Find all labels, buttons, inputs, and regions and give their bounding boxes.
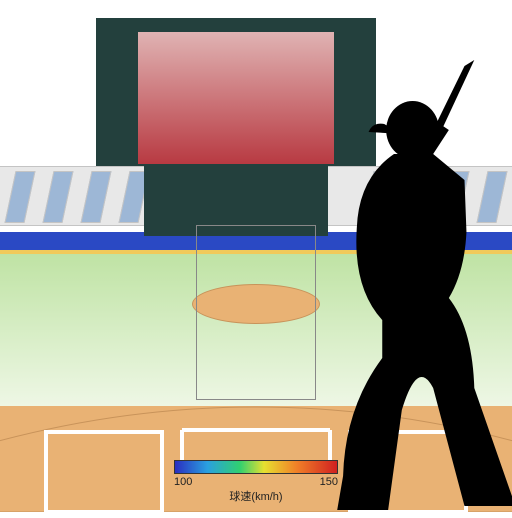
strike-zone xyxy=(196,225,316,400)
speed-colorbar xyxy=(174,460,338,474)
pitch-location-scene: 100 150 球速(km/h) xyxy=(0,0,512,512)
speed-ticks: 100 150 xyxy=(174,476,338,488)
speed-legend: 100 150 球速(km/h) xyxy=(174,460,338,504)
speed-label: 球速(km/h) xyxy=(229,488,282,504)
speed-tick-0: 100 xyxy=(174,476,192,488)
batter-silhouette xyxy=(300,58,512,518)
speed-tick-1: 150 xyxy=(320,476,338,488)
